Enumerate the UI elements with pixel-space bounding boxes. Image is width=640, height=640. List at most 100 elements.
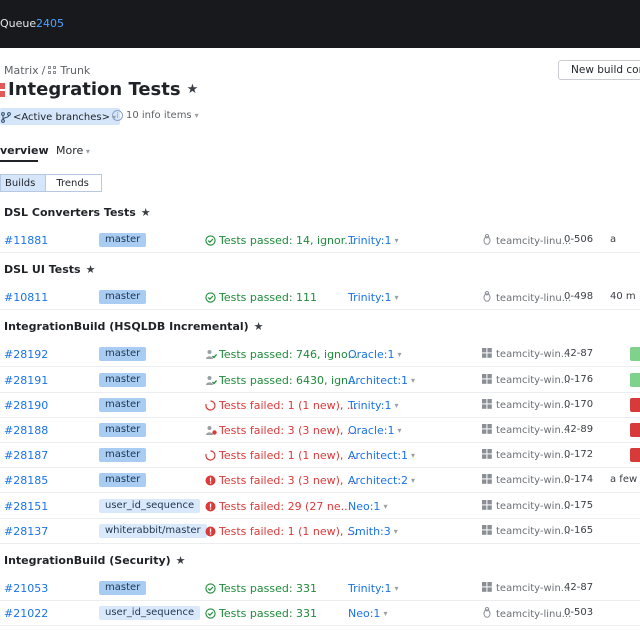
build-number-link[interactable]: #28191 — [4, 373, 49, 387]
build-number-link[interactable]: #21053 — [4, 582, 49, 595]
build-agent[interactable]: teamcity-linu... — [482, 291, 571, 305]
agent-link[interactable]: Neo:1 ▾ — [348, 500, 387, 513]
build-status[interactable]: Tests passed: 331 — [205, 607, 317, 620]
branch-tag[interactable]: master — [99, 397, 147, 412]
build-status[interactable]: Tests failed: 1 (1 new), ... — [205, 399, 357, 412]
agent-link[interactable]: Architect:2 ▾ — [348, 474, 415, 487]
tab-overview[interactable]: verview — [0, 144, 49, 157]
new-build-configuration-button[interactable]: New build configuration — [558, 60, 640, 80]
branch-tag[interactable]: master — [99, 423, 147, 437]
build-number-link[interactable]: #28190 — [4, 398, 49, 412]
build-row[interactable]: #28151 user_id_sequence Tests failed: 29 (… — [0, 494, 640, 519]
section-title[interactable]: IntegrationBuild (Security) — [4, 554, 171, 567]
agent-link[interactable]: Architect:1 ▾ — [348, 449, 415, 462]
build-agent[interactable]: teamcity-win... — [482, 524, 570, 538]
build-row[interactable]: #28191 master Tests passed: 6430, ign... Ar… — [0, 368, 640, 393]
build-row[interactable]: #28192 master Tests passed: 746, igno... Or… — [0, 342, 640, 368]
build-agent[interactable]: teamcity-linu... — [482, 234, 571, 248]
agent-link[interactable]: Oracle:1 ▾ — [348, 424, 402, 437]
build-agent[interactable]: teamcity-win... — [482, 499, 570, 513]
build-number-link[interactable]: #28151 — [4, 499, 49, 513]
check-circle-icon — [205, 235, 216, 246]
favorite-star-icon[interactable]: ★ — [140, 206, 151, 219]
build-row[interactable]: #28190 master Tests failed: 1 (1 new), ...… — [0, 393, 640, 418]
builds-toggle-button[interactable]: Builds — [0, 174, 47, 192]
agent-link[interactable]: Oracle:1 ▾ — [348, 348, 402, 361]
build-row[interactable]: #11881 master Tests passed: 14, ignor... Tr… — [0, 228, 640, 253]
build-number-link[interactable]: #28185 — [4, 474, 49, 488]
agent-link[interactable]: Trinity:1 ▾ — [348, 399, 398, 412]
build-number-link[interactable]: #11881 — [4, 234, 49, 247]
build-row[interactable]: #28185 master Tests failed: 3 (3 new), ...… — [0, 468, 640, 494]
favorite-star-icon[interactable]: ★ — [85, 263, 96, 277]
queue-count[interactable]: 2405 — [36, 17, 64, 30]
breadcrumb-project[interactable]: Matrix — [4, 64, 39, 77]
build-number-link[interactable]: #28192 — [4, 348, 49, 362]
build-status[interactable]: Tests passed: 331 — [205, 582, 317, 595]
agent-link[interactable]: Neo:1 ▾ — [348, 607, 387, 620]
build-agent[interactable]: teamcity-win... — [482, 398, 571, 412]
build-status[interactable]: Tests passed: 111 — [205, 291, 317, 304]
build-number-link[interactable]: #28187 — [4, 449, 49, 463]
build-agent[interactable]: teamcity-win... — [482, 424, 570, 437]
build-status[interactable]: Tests passed: 14, ignor... — [205, 234, 355, 247]
tab-more[interactable]: More ▾ — [56, 144, 90, 157]
windows-icon — [482, 474, 492, 487]
build-number-link[interactable]: #10811 — [4, 291, 49, 305]
build-number-link[interactable]: #28188 — [4, 424, 49, 437]
agent-name: Oracle:1 — [348, 348, 395, 362]
build-agent[interactable]: teamcity-win... — [482, 474, 570, 487]
favorite-star-icon[interactable]: ★ — [253, 320, 264, 334]
favorite-star-icon[interactable]: ★ — [186, 82, 199, 97]
info-items-label: 10 info items — [126, 110, 192, 121]
build-agent[interactable]: teamcity-win... — [482, 449, 570, 462]
build-row[interactable]: #21022 user_id_sequence Tests passed: 331 N… — [0, 601, 640, 627]
branch-tag[interactable]: master — [99, 290, 147, 305]
agent-link[interactable]: Smith:3 ▾ — [348, 525, 398, 538]
build-status-text: Tests passed: 331 — [219, 607, 318, 621]
build-status[interactable]: Tests failed: 1 (1 new), ... — [205, 525, 357, 538]
build-status[interactable]: Tests passed: 746, igno... — [205, 348, 358, 361]
trends-toggle-button[interactable]: Trends — [46, 174, 102, 192]
build-status[interactable]: Tests failed: 29 (27 ne... — [205, 500, 351, 513]
build-agent[interactable]: teamcity-linu... — [482, 607, 571, 621]
build-row[interactable]: #28188 master Tests failed: 3 (3 new), ...… — [0, 418, 640, 443]
branch-tag[interactable]: master — [99, 347, 147, 362]
branch-selector-label: <Active branches> — [13, 112, 110, 123]
build-status[interactable]: Tests passed: 6430, ign... — [205, 374, 359, 387]
queue-label[interactable]: Queue — [0, 17, 37, 30]
build-row[interactable]: #28187 master Tests failed: 1 (1 new), ...… — [0, 443, 640, 469]
agent-name: Architect:1 — [348, 373, 409, 387]
branch-tag[interactable]: master — [99, 473, 147, 488]
build-status[interactable]: Tests failed: 3 (3 new), ... — [205, 424, 357, 437]
build-status[interactable]: Tests failed: 1 (1 new), ... — [205, 449, 357, 462]
branch-tag[interactable]: master — [99, 372, 147, 387]
section-title[interactable]: DSL Converters Tests — [4, 206, 136, 219]
section-title[interactable]: DSL UI Tests — [4, 263, 81, 277]
build-number-link[interactable]: #28137 — [4, 524, 49, 538]
agent-link[interactable]: Architect:1 ▾ — [348, 374, 415, 387]
build-agent-name: teamcity-win... — [496, 399, 571, 411]
branch-tag[interactable]: user_id_sequence — [99, 606, 201, 621]
info-items-link[interactable]: i 10 info items ▾ — [112, 110, 199, 121]
build-number-link[interactable]: #21022 — [4, 607, 49, 621]
build-row[interactable]: #21053 master Tests passed: 331 Trinity:1 ▾ t… — [0, 576, 640, 601]
branch-tag[interactable]: master — [99, 448, 147, 463]
branch-tag[interactable]: whiterabbit/master — [99, 523, 207, 538]
breadcrumb-subproject[interactable]: Trunk — [60, 64, 91, 77]
favorite-star-icon[interactable]: ★ — [175, 554, 186, 567]
build-row[interactable]: #28137 whiterabbit/master Tests failed: 1 … — [0, 519, 640, 544]
branch-selector[interactable]: <Active branches> ▾ — [0, 108, 121, 125]
build-agent[interactable]: teamcity-win... — [482, 582, 570, 595]
section-title[interactable]: IntegrationBuild (HSQLDB Incremental) — [4, 320, 249, 334]
agent-link[interactable]: Trinity:1 ▾ — [348, 291, 398, 304]
agent-link[interactable]: Trinity:1 ▾ — [348, 582, 398, 595]
branch-tag[interactable]: user_id_sequence — [99, 498, 201, 513]
build-agent[interactable]: teamcity-win... — [482, 348, 570, 361]
agent-link[interactable]: Trinity:1 ▾ — [348, 234, 398, 247]
build-row[interactable]: #10811 master Tests passed: 111 Trinity:1 ▾ t… — [0, 285, 640, 311]
branch-tag[interactable]: master — [99, 233, 147, 247]
build-agent[interactable]: teamcity-win... — [482, 373, 570, 387]
build-status[interactable]: Tests failed: 3 (3 new), ... — [205, 474, 357, 487]
branch-tag[interactable]: master — [99, 581, 147, 595]
